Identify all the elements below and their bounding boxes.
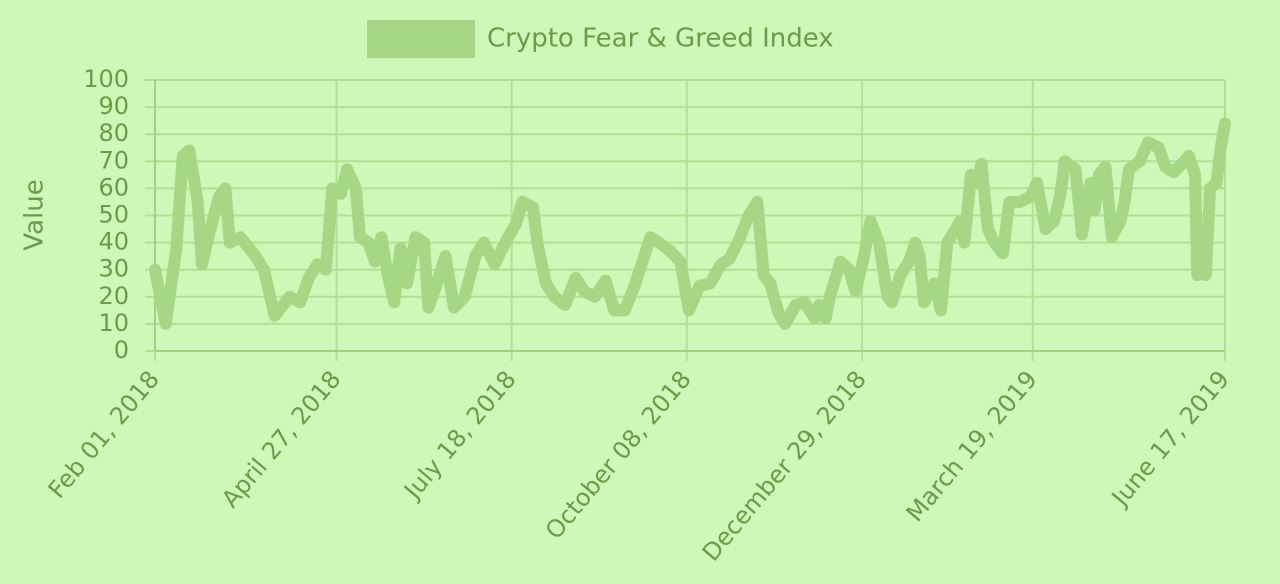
y-tick-label: 50 <box>98 201 129 229</box>
y-tick-label: 30 <box>98 255 129 283</box>
y-axis-label: Value <box>20 179 50 250</box>
legend-label: Crypto Fear & Greed Index <box>487 24 834 54</box>
y-tick-label: 70 <box>98 146 129 174</box>
y-tick-label: 40 <box>98 228 129 256</box>
legend-swatch <box>367 20 475 58</box>
line-series <box>149 117 1231 330</box>
y-tick-label: 0 <box>114 336 129 364</box>
y-tick-label: 20 <box>98 282 129 310</box>
y-tick-label: 10 <box>98 309 129 337</box>
y-tick-label: 80 <box>98 119 129 147</box>
y-tick-label: 100 <box>83 65 129 93</box>
y-tick-label: 90 <box>98 92 129 120</box>
y-tick-label: 60 <box>98 173 129 201</box>
